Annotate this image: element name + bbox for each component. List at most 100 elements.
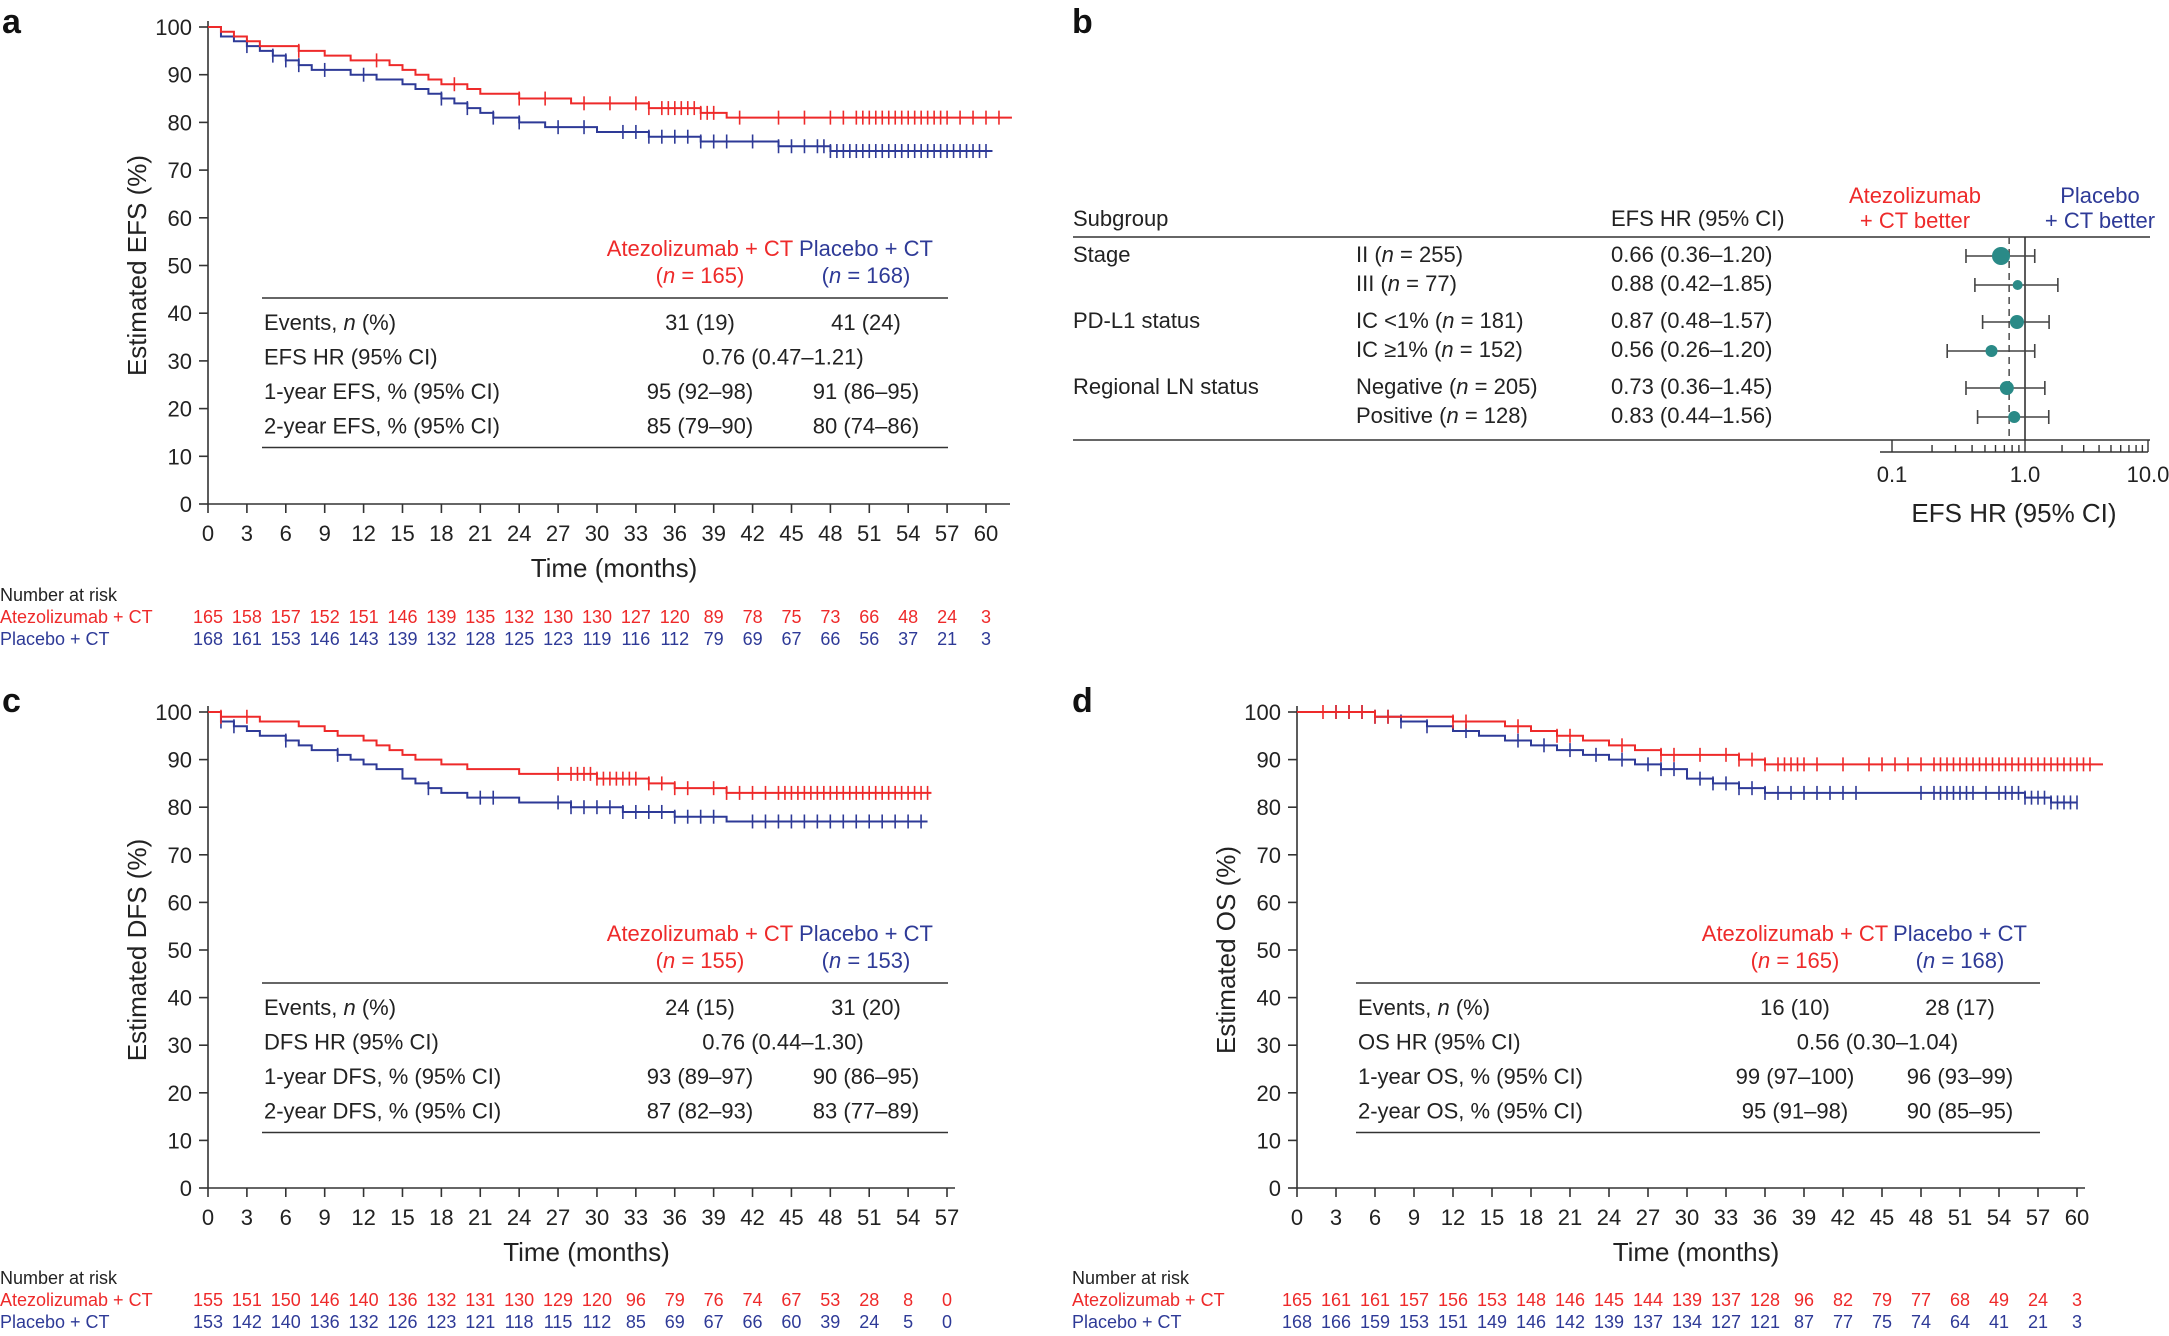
panel-d-inset-row-label: OS HR (95% CI) (1358, 1030, 1521, 1055)
panel-c-inset-n-atezo-part: = 155) (675, 948, 744, 973)
panel-c-risk-atezo-value: 150 (271, 1290, 301, 1310)
panel-c-x-tick-label: 3 (241, 1205, 253, 1230)
panel-b-row-label-italic-n: n (1388, 271, 1400, 296)
panel-c-inset-row-label-part: 2-year DFS, % (95% CI) (264, 1099, 501, 1124)
panel-a-x-tick-label: 48 (818, 521, 842, 546)
panel-a-risk-placebo-value: 128 (465, 629, 495, 649)
panel-a-inset-header-atezo-part: Atezolizumab + CT (607, 236, 793, 261)
panel-a-inset-row-hr: 0.76 (0.47–1.21) (702, 345, 863, 370)
panel-a-risk-placebo-value: 168 (193, 629, 223, 649)
panel-b-row-label-part: III ( (1356, 271, 1388, 296)
panel-c-inset-n-placebo-part: = 153) (841, 948, 910, 973)
panel-d-inset-n-atezo: (n = 165) (1751, 948, 1840, 973)
panel-c-y-tick-label: 60 (168, 890, 192, 915)
panel-a-x-tick-label: 60 (974, 521, 998, 546)
panel-a-risk-atezo-value: 158 (232, 607, 262, 627)
panel-b-row-label-part: = 255) (1394, 242, 1463, 267)
panel-c-risk-atezo-value: 79 (665, 1290, 685, 1310)
panel-a-inset-row-placebo: 80 (74–86) (813, 414, 919, 439)
panel-a-risk-atezo-value: 89 (704, 607, 724, 627)
panel-a-risk-atezo-value: 157 (271, 607, 301, 627)
panel-c-inset-header-atezo-part: Atezolizumab + CT (607, 921, 793, 946)
panel-c-x-tick-label: 12 (351, 1205, 375, 1230)
panel-d-inset-row-hr: 0.56 (0.30–1.04) (1797, 1030, 1958, 1055)
panel-d-risk-placebo-value: 21 (2028, 1312, 2048, 1332)
panel-a-risk-placebo-value: 79 (704, 629, 724, 649)
panel-a-y-tick-label: 70 (168, 158, 192, 183)
panel-a-y-tick-label: 60 (168, 206, 192, 231)
panel-d-inset-row-placebo: 90 (85–95) (1907, 1099, 2013, 1124)
panel-d-risk-atezo-value: 157 (1399, 1290, 1429, 1310)
panel-b-row-label-part: = 205) (1469, 374, 1538, 399)
panel-c-curve-atezo (208, 711, 932, 794)
panel-b-row-label: Negative (n = 205) (1356, 374, 1538, 399)
panel-d-risk-atezo-value: 24 (2028, 1290, 2048, 1310)
panel-d-inset-header-placebo: Placebo + CT (1893, 921, 2027, 946)
panel-b-row-hr-text: 0.73 (0.36–1.45) (1611, 374, 1772, 399)
panel-d-risk-atezo-value: 145 (1594, 1290, 1624, 1310)
panel-b-hr-point (1999, 381, 2014, 395)
panel-a-risk-placebo-value: 143 (349, 629, 379, 649)
panel-d-y-tick-label: 50 (1257, 938, 1281, 963)
panel-c-risk-placebo-value: 66 (743, 1312, 763, 1332)
panel-c-risk-heading: Number at risk (0, 1268, 118, 1288)
panel-a-x-tick-label: 15 (390, 521, 414, 546)
panel-d-risk-placebo-value: 64 (1950, 1312, 1970, 1332)
panel-c-inset-header-placebo: Placebo + CT (799, 921, 933, 946)
panel-c-x-tick-label: 0 (202, 1205, 214, 1230)
panel-d-risk-placebo-value: 87 (1794, 1312, 1814, 1332)
panel-c-x-tick-label: 15 (390, 1205, 414, 1230)
panel-c-y-tick-label: 10 (168, 1128, 192, 1153)
panel-a-curve-atezo (208, 26, 1012, 119)
panel-c-x-tick-label: 48 (818, 1205, 842, 1230)
panel-c-inset-n-placebo-part: ( (822, 948, 830, 973)
panel-c-inset-row-label: DFS HR (95% CI) (264, 1030, 439, 1055)
panel-a-inset-header-placebo: Placebo + CT (799, 236, 933, 261)
panel-d-risk-atezo-value: 137 (1711, 1290, 1741, 1310)
panel-d-risk-placebo-value: 153 (1399, 1312, 1429, 1332)
panel-d-risk-placebo-value: 159 (1360, 1312, 1390, 1332)
panel-a-risk-placebo-value: 146 (310, 629, 340, 649)
panel-b-row-label-part: Negative ( (1356, 374, 1457, 399)
panel-a-inset-n-placebo-part: ( (822, 263, 830, 288)
panel-b-row-label-part: Positive ( (1356, 403, 1447, 428)
panel-c-risk-atezo-value: 8 (903, 1290, 913, 1310)
panel-d-risk-atezo-value: 146 (1555, 1290, 1585, 1310)
panel-a-y-tick-label: 20 (168, 397, 192, 422)
panel-a-inset-row-label-part: (%) (356, 310, 396, 335)
panel-a-curve-placebo (208, 26, 993, 153)
panel-c-risk-atezo-value: 96 (626, 1290, 646, 1310)
panel-letter-a: a (2, 3, 22, 41)
panel-c-inset-row-label-part: Events, (264, 995, 343, 1020)
panel-c-risk-atezo-value: 131 (465, 1290, 495, 1310)
panel-a-risk-atezo-value: 24 (937, 607, 957, 627)
panel-c-risk-placebo-value: 24 (859, 1312, 879, 1332)
panel-d-risk-atezo-value: 139 (1672, 1290, 1702, 1310)
panel-a-x-tick-label: 12 (351, 521, 375, 546)
panel-d-risk-atezo-value: 128 (1750, 1290, 1780, 1310)
panel-d-risk-placebo-value: 166 (1321, 1312, 1351, 1332)
panel-a-x-tick-label: 18 (429, 521, 453, 546)
panel-a-x-tick-label: 42 (740, 521, 764, 546)
panel-b-hr-point (1985, 345, 1998, 357)
panel-a-inset-n-atezo-part: = 165) (675, 263, 744, 288)
panel-d-risk-atezo-value: 3 (2072, 1290, 2082, 1310)
panel-b-row-label-italic-n: n (1456, 374, 1468, 399)
panel-a-x-tick-label: 36 (663, 521, 687, 546)
panel-b-hr-point (2008, 411, 2021, 423)
panel-c-inset-header-atezo: Atezolizumab + CT (607, 921, 793, 946)
panel-c-risk-atezo-value: 28 (859, 1290, 879, 1310)
panel-c-y-axis-label: Estimated DFS (%) (122, 839, 152, 1062)
panel-b-row-hr-text: 0.87 (0.48–1.57) (1611, 308, 1772, 333)
panel-a-inset-row-label: EFS HR (95% CI) (264, 345, 438, 370)
panel-c-risk-placebo-value: 126 (387, 1312, 417, 1332)
panel-d-risk-atezo-value: 144 (1633, 1290, 1663, 1310)
panel-b-row-label: IC ≥1% (n = 152) (1356, 337, 1523, 362)
panel-d-x-tick-label: 57 (2026, 1205, 2050, 1230)
panel-c-curve-placebo (208, 711, 928, 823)
panel-c-inset-row-placebo: 31 (20) (831, 995, 901, 1020)
panel-c-x-tick-label: 18 (429, 1205, 453, 1230)
panel-c-y-tick-label: 90 (168, 748, 192, 773)
panel-c-y-tick-label: 40 (168, 986, 192, 1011)
panel-d-x-tick-label: 12 (1441, 1205, 1465, 1230)
